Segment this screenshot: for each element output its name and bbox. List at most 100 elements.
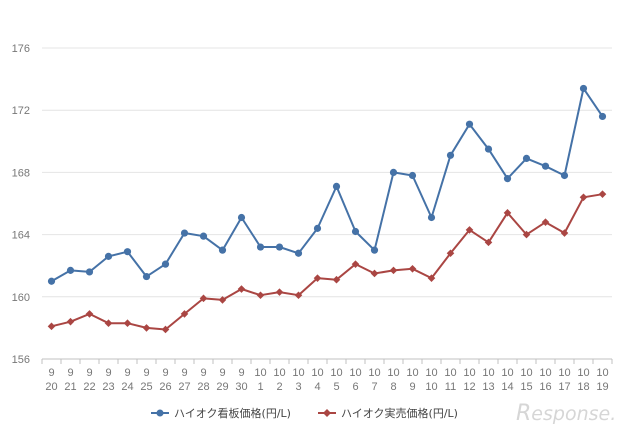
x-tick-month: 10 — [311, 367, 323, 379]
legend-item-actual-price[interactable]: ハイオク実売価格(円/L) — [318, 406, 458, 420]
data-point[interactable] — [522, 154, 531, 163]
data-point[interactable] — [218, 246, 227, 254]
series-line-0 — [51, 87, 604, 283]
x-tick-month: 10 — [254, 367, 266, 379]
data-point[interactable] — [370, 246, 379, 254]
data-point[interactable] — [370, 269, 379, 278]
data-point[interactable] — [389, 266, 398, 275]
y-gridlines — [42, 47, 612, 360]
data-point[interactable] — [579, 193, 588, 202]
data-point[interactable] — [294, 291, 303, 300]
x-tick-month: 10 — [539, 367, 551, 379]
data-point[interactable] — [579, 84, 588, 93]
data-point[interactable] — [237, 285, 246, 293]
y-tick-label-156: 156 — [12, 354, 30, 366]
x-tick-day: 22 — [83, 381, 95, 393]
data-point[interactable] — [351, 260, 360, 268]
x-tick-month: 10 — [482, 367, 494, 379]
x-tick-day: 10 — [425, 381, 437, 393]
x-tick-month: 10 — [501, 367, 513, 379]
data-point[interactable] — [180, 310, 189, 318]
data-point[interactable] — [389, 168, 398, 176]
data-point[interactable] — [332, 182, 341, 190]
x-tick-month: 9 — [48, 367, 54, 379]
data-point[interactable] — [199, 294, 208, 303]
data-point[interactable] — [256, 243, 265, 251]
legend-actual-marker — [323, 409, 331, 417]
x-tick-month: 10 — [349, 367, 361, 379]
x-tick-month: 10 — [292, 367, 304, 379]
data-point[interactable] — [560, 229, 569, 237]
data-point[interactable] — [484, 145, 493, 153]
data-point[interactable] — [351, 227, 360, 236]
data-point[interactable] — [218, 296, 227, 304]
x-tick-day: 24 — [121, 381, 133, 393]
data-point[interactable] — [47, 322, 56, 331]
x-tick-month: 9 — [105, 367, 111, 379]
data-point[interactable] — [199, 232, 208, 240]
data-point[interactable] — [47, 277, 56, 285]
x-tick-month: 10 — [387, 367, 399, 379]
data-point[interactable] — [275, 288, 284, 296]
x-tick-month: 10 — [558, 367, 570, 379]
legend: ハイオク看板価格(円/L) ハイオク実売価格(円/L) — [151, 406, 458, 420]
data-point[interactable] — [313, 274, 322, 282]
watermark-text: Response. — [516, 401, 616, 426]
data-point[interactable] — [465, 226, 474, 234]
data-point[interactable] — [104, 319, 113, 328]
data-point[interactable] — [66, 317, 75, 326]
data-point[interactable] — [142, 272, 151, 281]
data-point[interactable] — [598, 112, 607, 121]
series-1 — [47, 190, 607, 334]
data-point[interactable] — [503, 209, 512, 217]
legend-item-signboard-price[interactable]: ハイオク看板価格(円/L) — [151, 406, 291, 420]
data-point[interactable] — [237, 213, 246, 222]
data-point[interactable] — [408, 265, 417, 273]
data-point[interactable] — [85, 310, 94, 318]
data-point[interactable] — [560, 171, 569, 180]
data-point[interactable] — [484, 238, 493, 247]
x-tick-day: 19 — [596, 381, 608, 393]
data-point[interactable] — [85, 268, 94, 276]
data-point[interactable] — [332, 275, 341, 284]
data-point[interactable] — [294, 249, 303, 257]
data-point[interactable] — [427, 213, 436, 222]
x-tick-month: 10 — [368, 367, 380, 379]
data-point[interactable] — [465, 120, 474, 128]
x-tick-day: 27 — [178, 381, 190, 393]
y-tick-label-176: 176 — [12, 43, 30, 55]
y-tick-label-172: 172 — [12, 105, 30, 117]
x-tick-day: 16 — [539, 381, 551, 393]
data-point[interactable] — [104, 252, 113, 260]
y-tick-label-160: 160 — [12, 292, 30, 304]
data-point[interactable] — [66, 266, 75, 274]
legend-signboard-label: ハイオク看板価格(円/L) — [174, 406, 291, 420]
data-point[interactable] — [446, 249, 455, 258]
data-point[interactable] — [503, 175, 512, 183]
x-tick-month: 10 — [425, 367, 437, 379]
data-point[interactable] — [541, 218, 550, 226]
watermark-initial: R — [516, 401, 531, 426]
x-tick-day: 29 — [216, 381, 228, 393]
x-tick-month: 9 — [67, 367, 73, 379]
data-point[interactable] — [408, 171, 417, 180]
data-point[interactable] — [123, 248, 132, 256]
x-tick-month: 10 — [596, 367, 608, 379]
data-point[interactable] — [541, 162, 550, 170]
data-point[interactable] — [161, 260, 170, 268]
data-point[interactable] — [446, 151, 455, 159]
data-point[interactable] — [161, 325, 170, 334]
data-point[interactable] — [598, 190, 607, 198]
data-point[interactable] — [180, 229, 189, 237]
x-tick-day: 30 — [235, 381, 247, 393]
data-point[interactable] — [275, 243, 284, 251]
data-point[interactable] — [313, 224, 322, 232]
data-point[interactable] — [522, 230, 531, 239]
data-point[interactable] — [427, 274, 436, 282]
data-point[interactable] — [256, 291, 265, 300]
data-point[interactable] — [142, 324, 151, 332]
x-tick-day: 1 — [257, 381, 263, 393]
data-point[interactable] — [123, 319, 132, 328]
x-tick-day: 6 — [352, 381, 358, 393]
